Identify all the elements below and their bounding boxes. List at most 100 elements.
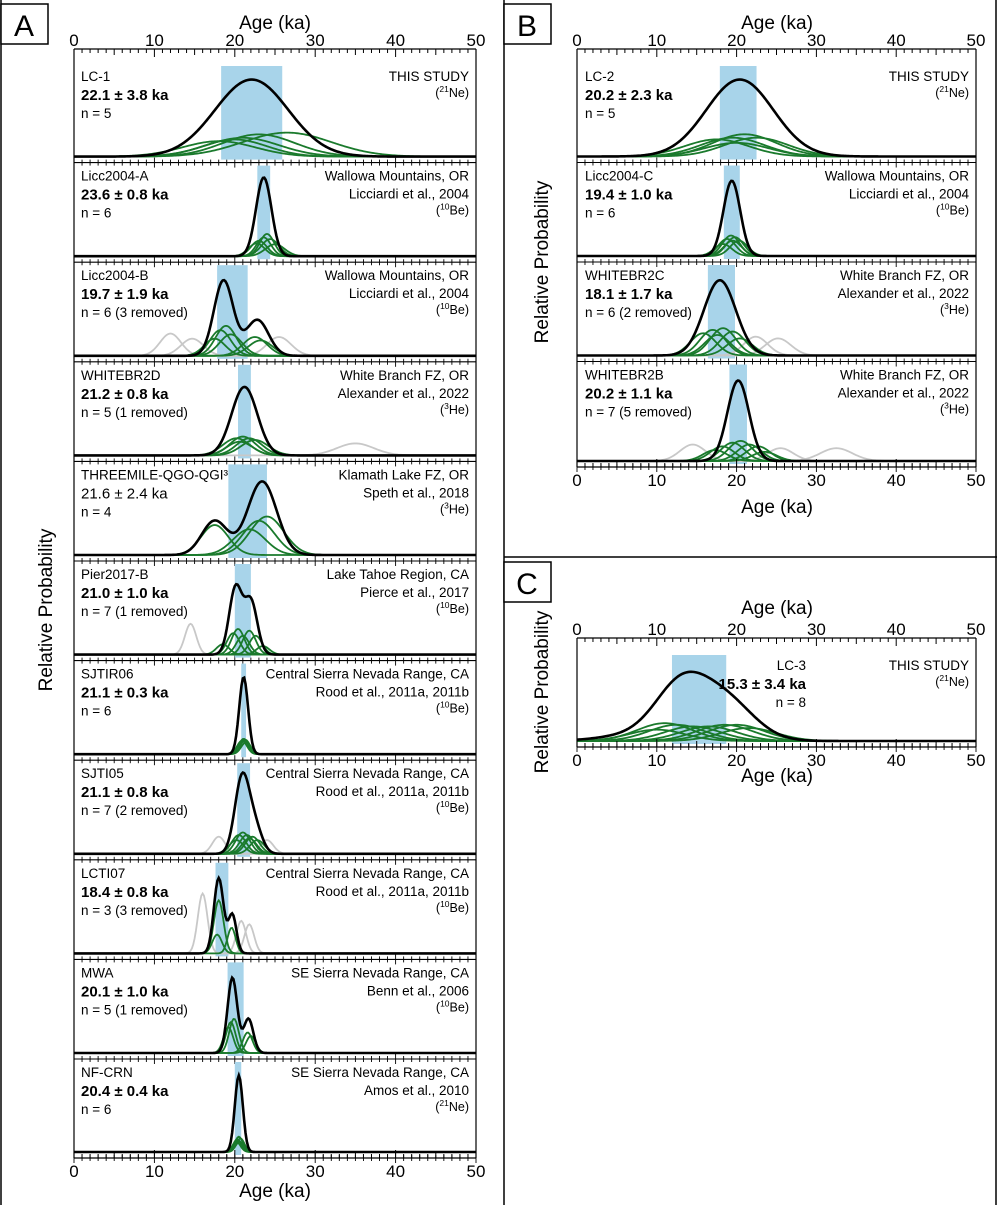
outlier-pdf — [577, 335, 976, 357]
sample-age: 18.4 ± 0.8 ka — [81, 884, 169, 901]
source-label: Rood et al., 2011a, 2011b — [316, 685, 469, 700]
source-label: Alexander et al., 2022 — [838, 386, 969, 401]
source-label: Speth et al., 2018 — [363, 485, 469, 500]
sample-pdf — [74, 1138, 476, 1153]
nuclide-label: (3He) — [940, 401, 969, 417]
x-tick-label: 50 — [967, 620, 986, 639]
sample-age: 20.1 ± 1.0 ka — [81, 983, 169, 1000]
nuclide-label: (10Be) — [936, 202, 969, 218]
panel-B-label: B — [503, 3, 552, 45]
plot-area: 0 10 20 30 40 50 LC-1 22.1 ± 3.8 ka n = 5 THIS ST… — [69, 31, 985, 1181]
x-axis-bottom: 0 10 20 30 40 50 — [69, 1150, 485, 1181]
sample-pdf — [74, 1031, 476, 1054]
source-label: Alexander et al., 2022 — [338, 386, 469, 401]
x-tick-label: 30 — [807, 31, 826, 50]
sample-pdf — [74, 1139, 476, 1153]
x-tick-label: 40 — [887, 471, 906, 490]
sample-count: n = 6 — [81, 704, 111, 719]
source-label: Wallowa Mountains, OR — [825, 169, 970, 184]
panel-A-top-x-label: Age (ka) — [239, 13, 311, 34]
sample-count: n = 5 (1 removed) — [81, 1002, 188, 1017]
panel-B-top-x-label: Age (ka) — [741, 13, 813, 34]
sample-pdf — [577, 234, 976, 257]
sample-pdf — [577, 243, 976, 257]
pdf-row: SJTIR06 21.1 ± 0.3 ka n = 6 Central Sierra … — [73, 663, 477, 766]
sample-count: n = 8 — [776, 695, 806, 710]
source-label: Amos et al., 2010 — [364, 1083, 469, 1098]
nuclide-label: (3He) — [440, 401, 469, 417]
source-label: Licciardi et al., 2004 — [349, 187, 470, 202]
sample-count: n = 5 — [585, 106, 615, 121]
nuclide-label: (10Be) — [436, 899, 469, 915]
sample-age: 20.2 ± 1.1 ka — [585, 386, 673, 403]
x-tick-label: 0 — [69, 31, 78, 50]
nuclide-label: (10Be) — [436, 301, 469, 317]
x-tick-label: 10 — [145, 31, 164, 50]
summed-pdf — [576, 670, 976, 743]
x-tick-label: 40 — [887, 751, 906, 770]
source-label: White Branch FZ, OR — [340, 368, 469, 383]
sample-name: Licc2004-A — [81, 169, 149, 184]
x-axis-top: 0 10 20 30 40 50 — [572, 620, 985, 646]
x-tick-label: 50 — [467, 1162, 486, 1181]
source-label: Pierce et al., 2017 — [360, 585, 469, 600]
sample-pdf — [74, 834, 476, 855]
sample-pdf — [577, 337, 976, 357]
sample-age: 15.3 ± 3.4 ka — [719, 676, 807, 693]
summed-pdf — [577, 379, 976, 463]
pdf-row: Pier2017-B 21.0 ± 1.0 ka n = 7 (1 removed)… — [73, 564, 477, 666]
nuclide-label: (10Be) — [436, 998, 469, 1014]
sample-name: MWA — [81, 965, 114, 980]
sample-pdf — [74, 933, 476, 955]
sample-age: 21.1 ± 0.8 ka — [81, 784, 169, 801]
x-axis-bottom: 0 10 20 30 40 50 — [572, 459, 985, 490]
panel-C-y-label: Relative Probability — [532, 610, 553, 773]
nuclide-label: (10Be) — [436, 600, 469, 616]
x-tick-label: 50 — [967, 31, 986, 50]
sample-pdf — [74, 740, 476, 756]
x-tick-label: 40 — [386, 31, 405, 50]
x-tick-label: 10 — [647, 471, 666, 490]
panel-C-top-x-label: Age (ka) — [741, 598, 813, 619]
sample-age: 21.2 ± 0.8 ka — [81, 386, 169, 403]
source-label: Central Sierra Nevada Range, CA — [266, 667, 469, 682]
sample-age: 21.0 ± 1.0 ka — [81, 585, 169, 602]
x-axis-bottom: 0 10 20 30 40 50 — [572, 739, 985, 770]
x-tick-label: 30 — [306, 1162, 325, 1181]
sample-age: 19.4 ± 1.0 ka — [585, 187, 673, 204]
nuclide-label: (21Ne) — [935, 673, 969, 689]
x-tick-label: 20 — [727, 31, 746, 50]
nuclide-label: (10Be) — [436, 799, 469, 815]
summed-pdf — [74, 385, 476, 457]
x-tick-label: 10 — [647, 620, 666, 639]
x-axis-top: 0 10 20 30 40 50 — [69, 31, 485, 57]
sample-pdf — [74, 628, 476, 656]
sample-pdf — [577, 443, 976, 462]
sample-name: NF-CRN — [81, 1065, 133, 1080]
pdf-row: LC-2 20.2 ± 2.3 ka n = 5 THIS STUDY(21Ne) — [576, 66, 977, 168]
x-tick-label: 40 — [386, 1162, 405, 1181]
sample-pdf — [74, 738, 476, 756]
sample-pdf — [74, 524, 476, 556]
age-uncertainty-band — [241, 663, 247, 758]
x-tick-label: 0 — [572, 620, 581, 639]
age-uncertainty-band — [221, 66, 283, 160]
source-label: Lake Tahoe Region, CA — [327, 567, 469, 582]
outlier-pdf — [577, 337, 976, 357]
panel-letter-B: B — [517, 10, 537, 43]
summed-pdf — [74, 874, 476, 955]
pdf-row: WHITEBR2C 18.1 ± 1.7 ka n = 6 (2 removed) W… — [576, 265, 977, 367]
pdf-row: WHITEBR2D 21.2 ± 0.8 ka n = 5 (1 removed) W… — [73, 364, 477, 467]
x-tick-label: 0 — [572, 471, 581, 490]
source-label: Central Sierra Nevada Range, CA — [266, 766, 469, 781]
sample-pdf — [577, 439, 976, 462]
panel-A-y-label: Relative Probability — [36, 528, 57, 691]
outlier-pdf — [74, 923, 476, 955]
x-tick-label: 30 — [807, 471, 826, 490]
sample-count: n = 4 — [81, 504, 112, 519]
panel-B-y-label: Relative Probability — [532, 180, 553, 343]
x-tick-label: 20 — [225, 1162, 244, 1181]
panel-A-label: A — [0, 3, 49, 45]
x-tick-label: 10 — [647, 31, 666, 50]
